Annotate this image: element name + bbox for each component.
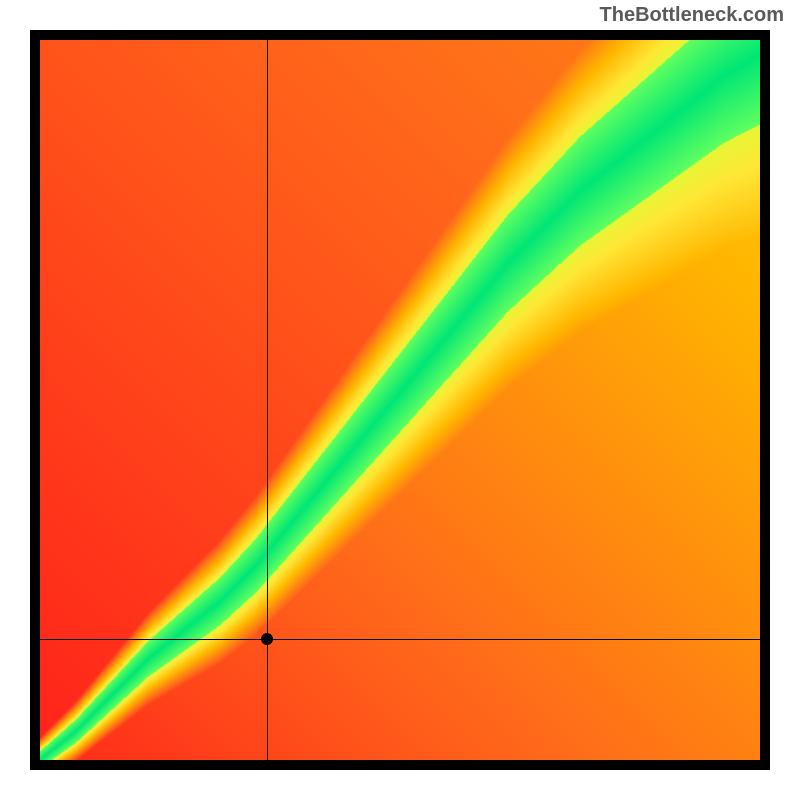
watermark-text: TheBottleneck.com (600, 4, 784, 27)
heatmap-canvas (40, 40, 760, 760)
crosshair-point (261, 633, 273, 645)
crosshair-vertical (267, 40, 268, 760)
crosshair-horizontal (40, 639, 760, 640)
chart-frame (30, 30, 770, 770)
plot-area (40, 40, 760, 760)
